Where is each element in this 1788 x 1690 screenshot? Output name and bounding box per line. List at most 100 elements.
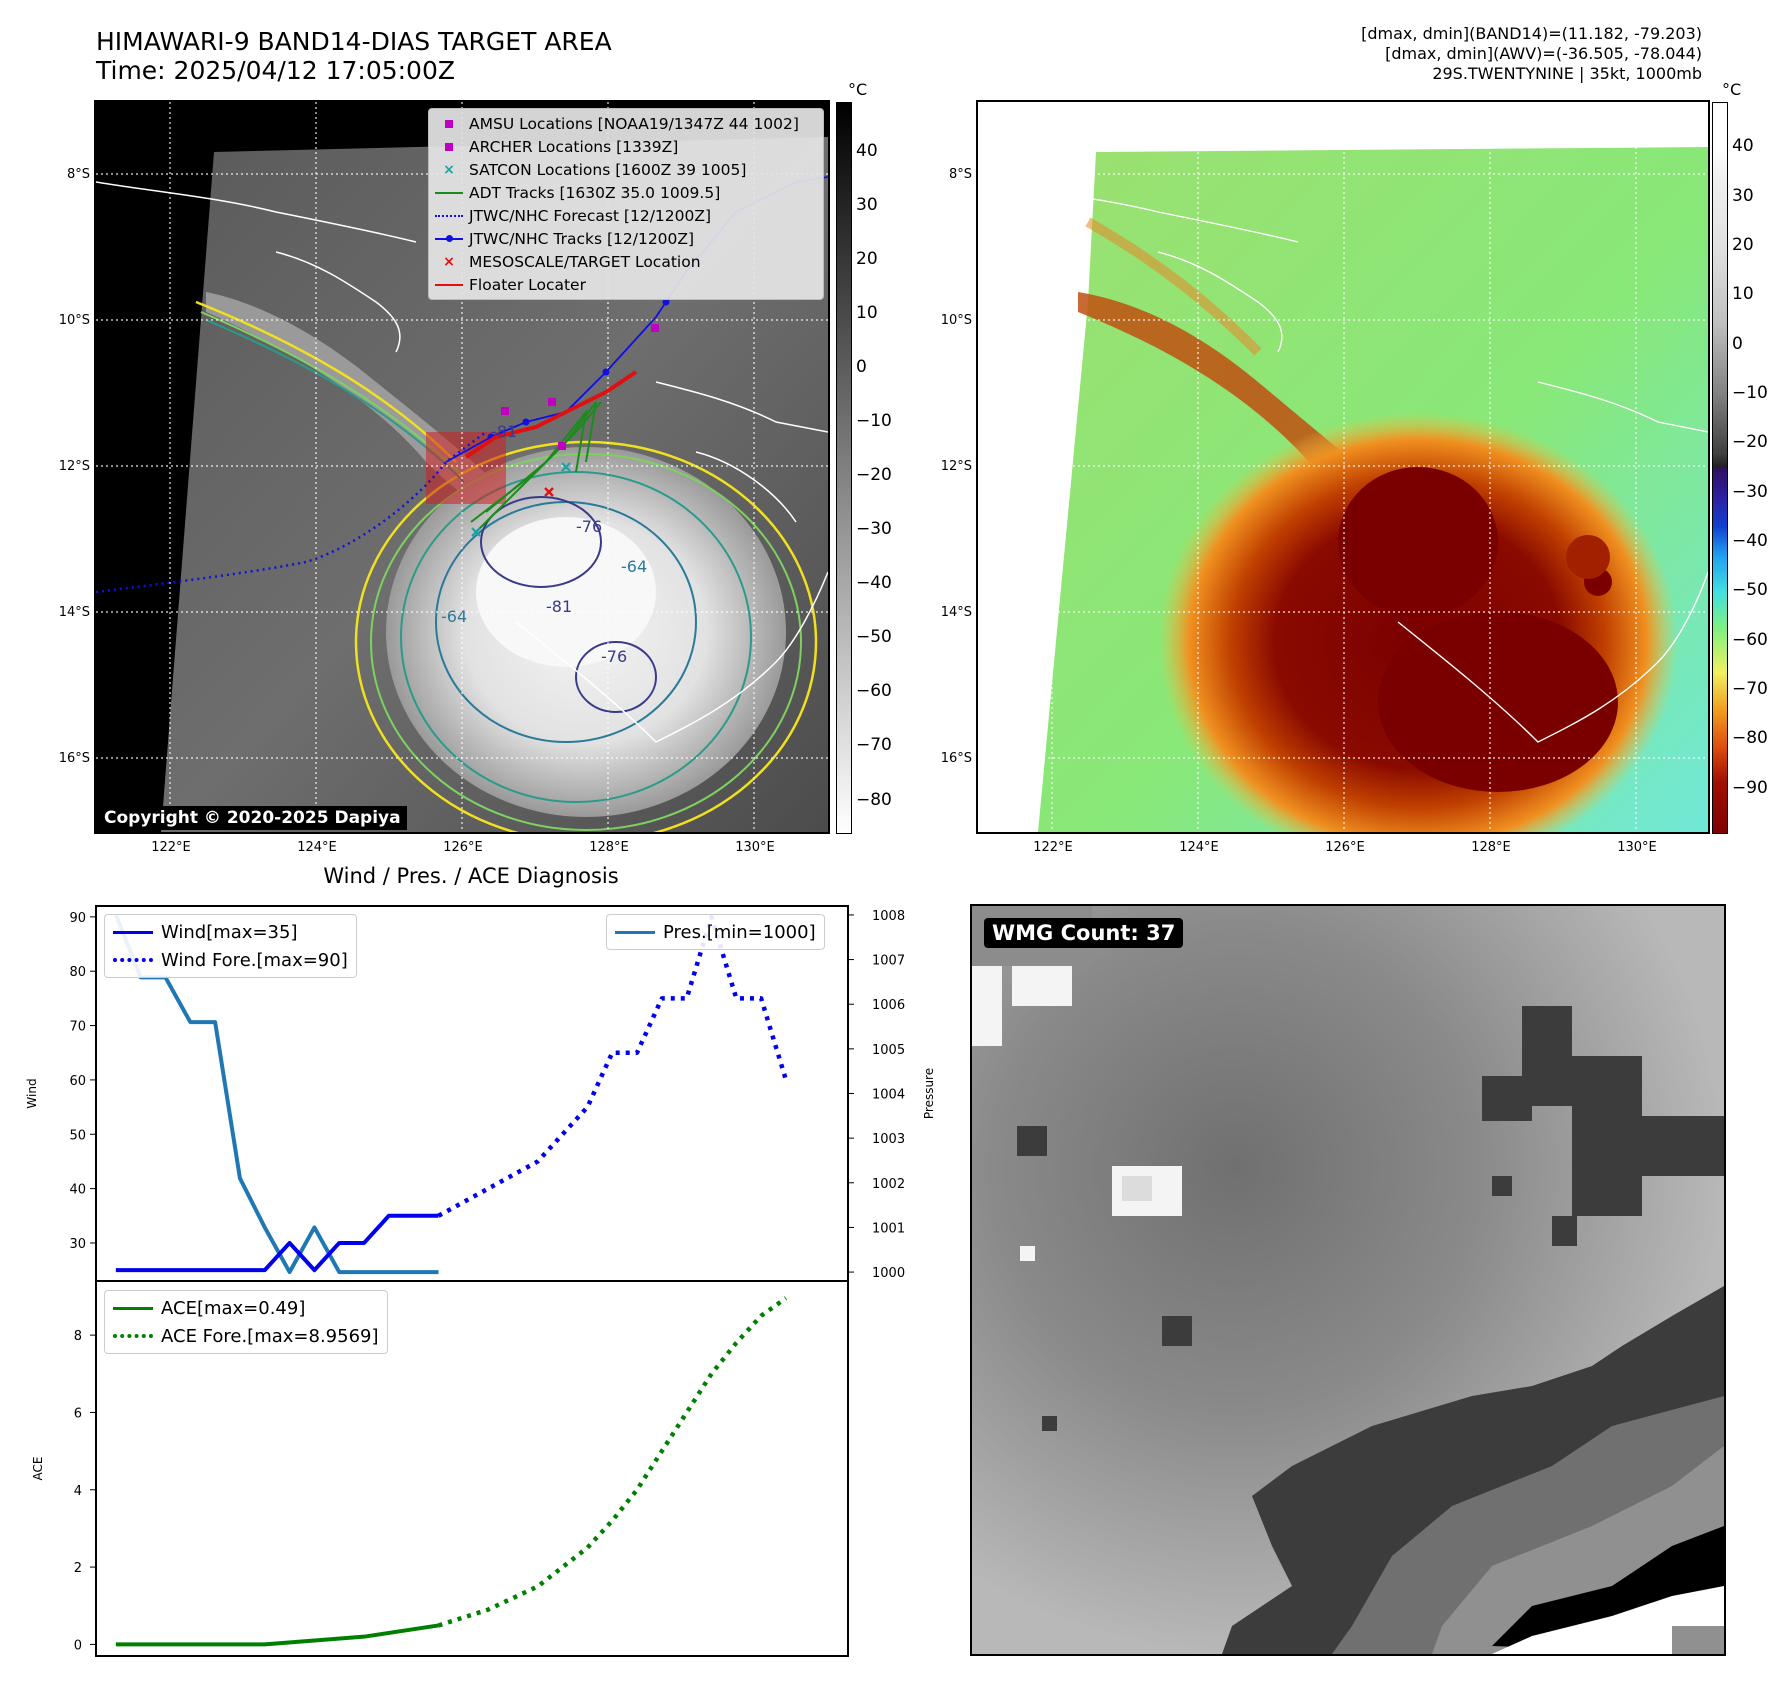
colorbar-tick-label: −10	[856, 411, 892, 432]
lon-tick-label: 128°E	[589, 840, 629, 855]
wind-axis-label: Wind	[25, 1078, 39, 1108]
pressure-tick-label: 1001	[872, 1221, 905, 1236]
colorbar-tick-label: −30	[856, 519, 892, 540]
dotted-line-icon	[435, 214, 463, 217]
x-marker-icon: ×	[443, 253, 455, 270]
legend-item: ACE[max=0.49]	[105, 1294, 387, 1322]
figure-title: HIMAWARI-9 BAND14-DIAS TARGET AREA	[96, 27, 612, 56]
grayscale-colorbar	[836, 102, 852, 834]
awv-map-panel[interactable]	[976, 100, 1710, 834]
band14-map-panel[interactable]: -81 -64 -76 -81 -76 -64 AMSU Locations […	[94, 100, 830, 834]
map-legend: AMSU Locations [NOAA19/1347Z 44 1002] AR…	[428, 108, 824, 300]
dotted-line-icon	[113, 958, 153, 962]
ace-line	[115, 1623, 439, 1647]
lon-tick-label: 130°E	[735, 840, 775, 855]
ace-plot-frame	[95, 1280, 849, 1657]
ace-forecast-line	[437, 1296, 788, 1628]
legend-item: × MESOSCALE/TARGET Location	[443, 252, 701, 271]
colorbar-tick-label: −70	[856, 735, 892, 756]
wind-tick-label: 30	[69, 1237, 86, 1252]
diagnosis-chart: 3040506070809010001001100210031004100510…	[25, 905, 936, 1657]
solid-line-icon	[113, 930, 153, 934]
colorbar-tick-label: 10	[1732, 284, 1754, 305]
colorbar-tick-label: 0	[856, 356, 867, 377]
lon-tick-label: 126°E	[1325, 840, 1365, 855]
colorbar-tick-label: 40	[856, 140, 878, 161]
lat-tick-label: 16°S	[940, 751, 972, 766]
colorbar-tick-label: −70	[1732, 678, 1768, 699]
wmg-panel[interactable]: WMG Count: 37	[970, 904, 1726, 1656]
x-marker-icon: ×	[443, 161, 455, 178]
copyright-badge: Copyright © 2020-2025 Dapiya	[98, 806, 407, 830]
colorbar-unit-right: °C	[1722, 80, 1742, 99]
ace-tick-label: 0	[74, 1638, 82, 1653]
solid-line-icon	[615, 930, 655, 934]
ace-axis-label: ACE	[31, 1457, 45, 1481]
pressure-line	[113, 914, 439, 1275]
contour-label: -76	[576, 517, 602, 536]
line-with-dot-icon	[435, 234, 463, 242]
ace-legend: ACE[max=0.49] ACE Fore.[max=8.9569]	[104, 1290, 388, 1354]
colorbar-tick-label: −10	[1732, 383, 1768, 403]
colorbar-tick-label: −60	[1732, 629, 1768, 650]
figure-time: Time: 2025/04/12 17:05:00Z	[96, 56, 455, 85]
legend-item: ACE Fore.[max=8.9569]	[105, 1322, 387, 1350]
lon-tick-label: 130°E	[1617, 840, 1657, 855]
dotted-line-icon	[113, 1334, 153, 1338]
colorbar-tick-label: −20	[856, 465, 892, 486]
wind-tick-label: 70	[69, 1020, 86, 1035]
pressure-tick-label: 1002	[872, 1177, 905, 1192]
legend-item: AMSU Locations [NOAA19/1347Z 44 1002]	[429, 112, 823, 135]
contour-label: -76	[601, 647, 627, 666]
legend-item: × SATCON Locations [1600Z 39 1005]	[443, 160, 747, 179]
band14-map: -81 -64 -76 -81 -76 -64	[96, 102, 828, 832]
pressure-tick-label: 1008	[872, 909, 905, 924]
wind-tick-label: 90	[69, 911, 86, 926]
colorbar-tick-label: 10	[856, 302, 878, 323]
square-marker-icon	[445, 119, 453, 128]
colorbar-tick-label: 0	[1732, 333, 1743, 354]
info-awv-range: [dmax, dmin](AWV)=(-36.505, -78.044)	[1385, 44, 1702, 63]
colorbar-tick-label: −80	[856, 789, 892, 810]
legend-item: Pres.[min=1000]	[607, 918, 824, 946]
legend-item: JTWC/NHC Forecast [12/1200Z]	[429, 204, 823, 227]
lat-tick-label: 8°S	[66, 167, 90, 182]
awv-colorbar	[1712, 102, 1728, 834]
wind-line	[115, 1213, 439, 1273]
lon-tick-label: 128°E	[1471, 840, 1511, 855]
colorbar-tick-label: −60	[856, 681, 892, 702]
lat-tick-label: 10°S	[58, 313, 90, 328]
pressure-tick-label: 1003	[872, 1132, 905, 1147]
colorbar-tick-label: −80	[1732, 728, 1768, 749]
lat-tick-label: 12°S	[58, 459, 90, 474]
pressure-tick-label: 1007	[872, 954, 905, 969]
diagnosis-title: Wind / Pres. / ACE Diagnosis	[323, 864, 619, 888]
colorbar-tick-label: −20	[1732, 432, 1768, 453]
wind-tick-label: 40	[69, 1183, 86, 1198]
legend-item: JTWC/NHC Tracks [12/1200Z]	[429, 227, 823, 250]
wind-tick-label: 50	[69, 1128, 86, 1143]
wmg-image	[972, 906, 1724, 1654]
colorbar-tick-label: 30	[856, 194, 878, 215]
lon-tick-label: 122°E	[151, 840, 191, 855]
ace-tick-label: 4	[74, 1484, 82, 1499]
contour-label: -64	[621, 557, 647, 576]
wind-tick-label: 60	[69, 1074, 86, 1089]
wind-forecast-line	[437, 914, 789, 1218]
lon-tick-label: 124°E	[297, 840, 337, 855]
lat-tick-label: 10°S	[940, 313, 972, 328]
colorbar-tick-label: −40	[1732, 530, 1768, 551]
legend-item: ADT Tracks [1630Z 35.0 1009.5]	[429, 181, 823, 204]
info-storm: 29S.TWENTYNINE | 35kt, 1000mb	[1432, 64, 1702, 83]
colorbar-tick-label: −40	[856, 573, 892, 594]
lat-tick-label: 16°S	[58, 751, 90, 766]
lat-tick-label: 12°S	[940, 459, 972, 474]
ace-tick-label: 8	[74, 1329, 82, 1344]
legend-item: Wind Fore.[max=90]	[105, 946, 356, 974]
colorbar-tick-label: 20	[1732, 235, 1754, 256]
lon-tick-label: 124°E	[1179, 840, 1219, 855]
colorbar-tick-label: 40	[1732, 136, 1754, 157]
contour-label: -64	[441, 607, 467, 626]
wind-legend: Wind[max=35] Wind Fore.[max=90]	[104, 914, 357, 978]
ace-tick-label: 6	[74, 1406, 82, 1421]
